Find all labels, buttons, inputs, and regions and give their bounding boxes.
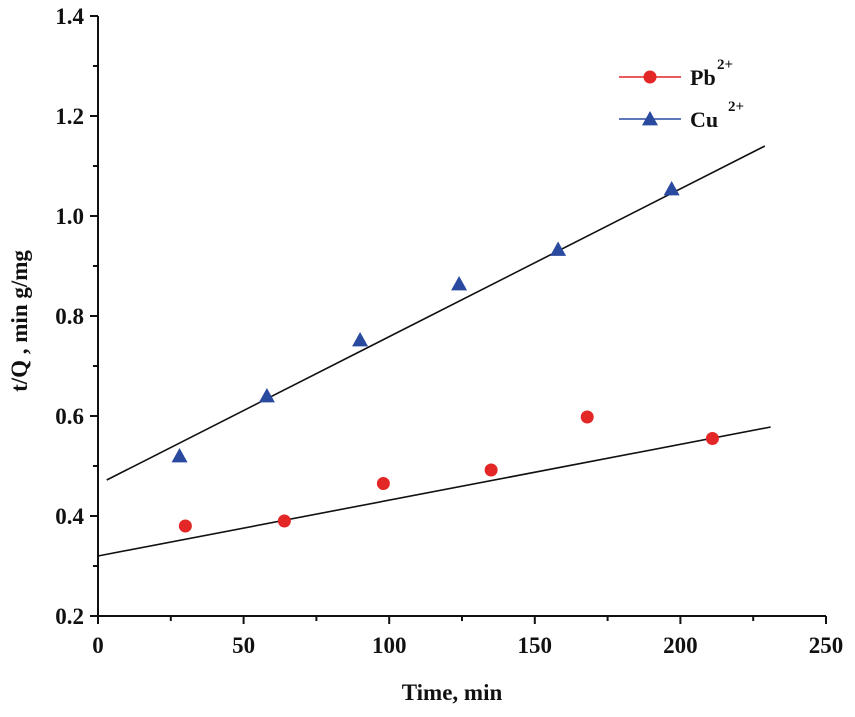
cu-point	[171, 448, 188, 463]
axes	[97, 16, 826, 617]
y-tick-label: 1.2	[55, 104, 84, 129]
cu-point	[352, 332, 369, 347]
y-tick-label: 1.4	[55, 4, 84, 29]
y-tick-label: 0.8	[55, 304, 84, 329]
pb-point	[705, 432, 719, 445]
pb-point	[484, 463, 498, 477]
x-tick-label: 0	[92, 633, 104, 658]
fit-lines	[97, 145, 771, 557]
pb-point	[376, 477, 390, 490]
cu-point	[550, 241, 567, 256]
x-tick-label: 100	[372, 633, 407, 658]
pb-point	[580, 410, 594, 424]
legend-superscript-cu: 2+	[728, 99, 744, 115]
x-tick-label: 150	[518, 633, 553, 658]
cu-point	[451, 276, 468, 291]
legend: Pb 2+Cu 2+	[619, 57, 744, 132]
y-tick-label: 0.2	[55, 604, 84, 629]
legend-item-pb: Pb 2+	[619, 57, 733, 90]
y-tick-label: 0.4	[55, 504, 84, 529]
y-axis-label: t/Q , min g/mg	[7, 250, 32, 392]
y-tick-label: 1.0	[55, 204, 84, 229]
legend-item-cu: Cu 2+	[619, 99, 744, 132]
x-tick-label: 50	[232, 633, 255, 658]
cu-fit-line	[106, 145, 766, 481]
legend-marker-pb	[643, 70, 657, 84]
pb-point	[178, 519, 192, 533]
x-tick-label: 250	[809, 633, 844, 658]
pb-fit-line	[97, 426, 771, 557]
cu-point	[258, 388, 275, 403]
ticks: 0 50 100 150 200 250 0.2 0.4 0.6 0.8 1.0 1.2 1.4	[55, 4, 843, 658]
x-tick-label: 200	[663, 633, 698, 658]
x-axis-label: Time, min	[402, 680, 503, 705]
legend-superscript-pb: 2+	[717, 57, 733, 73]
legend-marker-cu	[642, 111, 658, 126]
pb-point	[277, 514, 291, 528]
data-points	[171, 181, 719, 533]
y-tick-label: 0.6	[55, 404, 84, 429]
legend-label-cu: Cu	[690, 107, 718, 132]
legend-label-pb: Pb	[690, 65, 716, 90]
cu-point	[663, 181, 680, 196]
